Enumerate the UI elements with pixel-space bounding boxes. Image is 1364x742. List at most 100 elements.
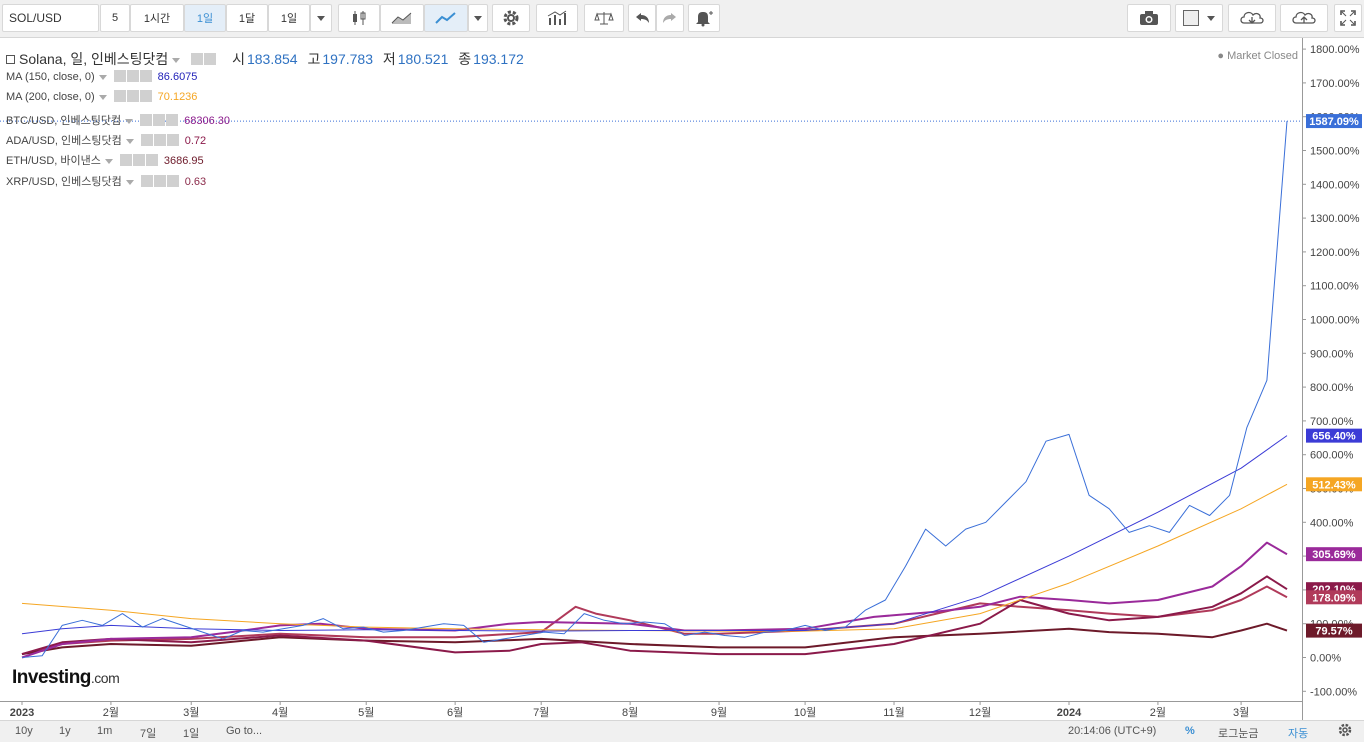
y-tick-label: -100.00% xyxy=(1310,686,1357,698)
close-icon[interactable] xyxy=(166,134,179,147)
undo-icon xyxy=(636,13,649,23)
legend-row-label: MA (150, close, 0) xyxy=(6,71,95,83)
x-tick-label: 7월 xyxy=(533,706,549,719)
close-icon[interactable] xyxy=(166,114,179,127)
percent-toggle[interactable]: % xyxy=(1185,725,1195,737)
legend-row-value: 0.72 xyxy=(184,135,207,147)
log-scale-toggle[interactable]: 로그눈금 xyxy=(1218,728,1259,740)
indicators-button[interactable] xyxy=(536,4,578,32)
candlestick-button[interactable] xyxy=(338,4,380,32)
symbol-input[interactable]: SOL/USD xyxy=(2,4,99,32)
last-value-badge xyxy=(1306,547,1362,562)
eye-icon[interactable] xyxy=(113,90,126,103)
interval-dropdown-button[interactable] xyxy=(310,4,332,32)
chart-type-dropdown-button[interactable] xyxy=(468,4,488,32)
chevron-down-icon[interactable] xyxy=(98,94,107,100)
legend-row-value: 68306.30 xyxy=(184,115,231,127)
eye-icon[interactable] xyxy=(140,114,153,127)
gear-icon[interactable] xyxy=(153,114,166,127)
range-1m[interactable]: 1m xyxy=(97,725,113,737)
gear-icon xyxy=(503,10,519,26)
indicators-icon xyxy=(547,10,567,25)
gear-icon[interactable] xyxy=(132,154,145,167)
chart-canvas[interactable]: 1800.00%1700.00%1600.00%1500.00%1400.00%… xyxy=(0,38,1364,720)
undo-button[interactable] xyxy=(628,4,656,32)
last-value-badge xyxy=(1306,590,1362,605)
cloud-download-button[interactable] xyxy=(1228,4,1276,32)
ohlc-close-value: 193.172 xyxy=(473,51,524,67)
bottom-settings-button[interactable] xyxy=(1338,723,1352,740)
series-line xyxy=(21,622,1288,656)
x-tick-label: 8월 xyxy=(622,706,638,719)
gear-icon[interactable] xyxy=(153,134,166,147)
legend-row-label: XRP/USD, 인베스팅닷컴 xyxy=(6,176,122,188)
legend-main-title: Solana, 일, 인베스팅닷컴 xyxy=(19,51,169,67)
last-value-label: 178.09% xyxy=(1312,592,1356,604)
last-value-badge xyxy=(1306,623,1362,638)
chevron-down-icon[interactable] xyxy=(104,158,113,164)
chevron-down-icon[interactable] xyxy=(125,118,134,124)
y-tick-label: 1100.00% xyxy=(1310,281,1359,293)
range-1y[interactable]: 1y xyxy=(59,725,71,737)
legend-row: ETH/USD, 바이낸스 3686.95 xyxy=(6,152,204,168)
range-7d[interactable]: 7일 xyxy=(140,728,157,740)
chevron-down-icon[interactable] xyxy=(125,138,134,144)
line-chart-icon xyxy=(435,12,456,24)
settings-button[interactable] xyxy=(492,4,530,32)
last-value-label: 79.57% xyxy=(1315,626,1353,638)
investing-logo: Investing.com xyxy=(12,667,120,689)
cloud-upload-button[interactable] xyxy=(1280,4,1328,32)
chevron-down-icon[interactable] xyxy=(172,57,181,63)
clock: 20:14:06 (UTC+9) xyxy=(1068,725,1157,737)
cloud-download-icon xyxy=(1240,11,1264,24)
eye-icon[interactable] xyxy=(140,175,153,188)
eye-icon[interactable] xyxy=(140,134,153,147)
redo-button[interactable] xyxy=(656,4,684,32)
screenshot-button[interactable] xyxy=(1127,4,1171,32)
gear-icon[interactable] xyxy=(126,70,139,83)
alert-button[interactable] xyxy=(688,4,720,32)
gear-icon[interactable] xyxy=(204,53,217,66)
y-tick-label: 400.00% xyxy=(1310,517,1354,529)
legend-row-label: BTC/USD, 인베스팅닷컴 xyxy=(6,115,122,127)
chevron-down-icon[interactable] xyxy=(98,74,107,80)
auto-scale-toggle[interactable]: 자동 xyxy=(1288,728,1309,740)
interval-1d-alt[interactable]: 1일 xyxy=(268,4,310,32)
gear-icon[interactable] xyxy=(126,90,139,103)
eye-icon[interactable] xyxy=(113,70,126,83)
last-value-label: 656.40% xyxy=(1312,431,1356,443)
chevron-down-icon xyxy=(317,15,325,21)
last-value-badge xyxy=(1306,114,1362,129)
last-value-label: 305.69% xyxy=(1312,549,1356,561)
collapse-icon[interactable] xyxy=(6,54,15,64)
legend-row-label: MA (200, close, 0) xyxy=(6,91,95,103)
area-chart-button[interactable] xyxy=(380,4,424,32)
close-icon[interactable] xyxy=(145,154,158,167)
series-line xyxy=(21,435,1288,635)
legend-row: BTC/USD, 인베스팅닷컴 68306.30 xyxy=(6,112,230,128)
interval-1d[interactable]: 1일 xyxy=(184,4,226,32)
range-1d[interactable]: 1일 xyxy=(183,728,200,740)
line-chart-button[interactable] xyxy=(424,4,468,32)
compare-button[interactable] xyxy=(584,4,624,32)
eye-icon[interactable] xyxy=(119,154,132,167)
close-icon[interactable] xyxy=(166,175,179,188)
range-10y[interactable]: 10y xyxy=(15,725,33,737)
x-tick-label: 2023 xyxy=(10,707,34,719)
legend-row-controls xyxy=(113,70,152,83)
interval-5[interactable]: 5 xyxy=(100,4,130,32)
chevron-down-icon[interactable] xyxy=(125,179,134,185)
candlestick-icon xyxy=(353,11,366,25)
layout-button[interactable] xyxy=(1175,4,1223,32)
legend-row-value: 3686.95 xyxy=(163,155,204,167)
gear-icon[interactable] xyxy=(153,175,166,188)
interval-1mo[interactable]: 1달 xyxy=(226,4,268,32)
interval-1h[interactable]: 1시간 xyxy=(130,4,184,32)
close-icon[interactable] xyxy=(139,90,152,103)
eye-icon[interactable] xyxy=(191,53,204,66)
scale-icon xyxy=(594,12,614,25)
goto-button[interactable]: Go to... xyxy=(226,725,263,737)
fullscreen-button[interactable] xyxy=(1334,4,1362,32)
close-icon[interactable] xyxy=(139,70,152,83)
plot-area[interactable] xyxy=(0,38,1302,701)
